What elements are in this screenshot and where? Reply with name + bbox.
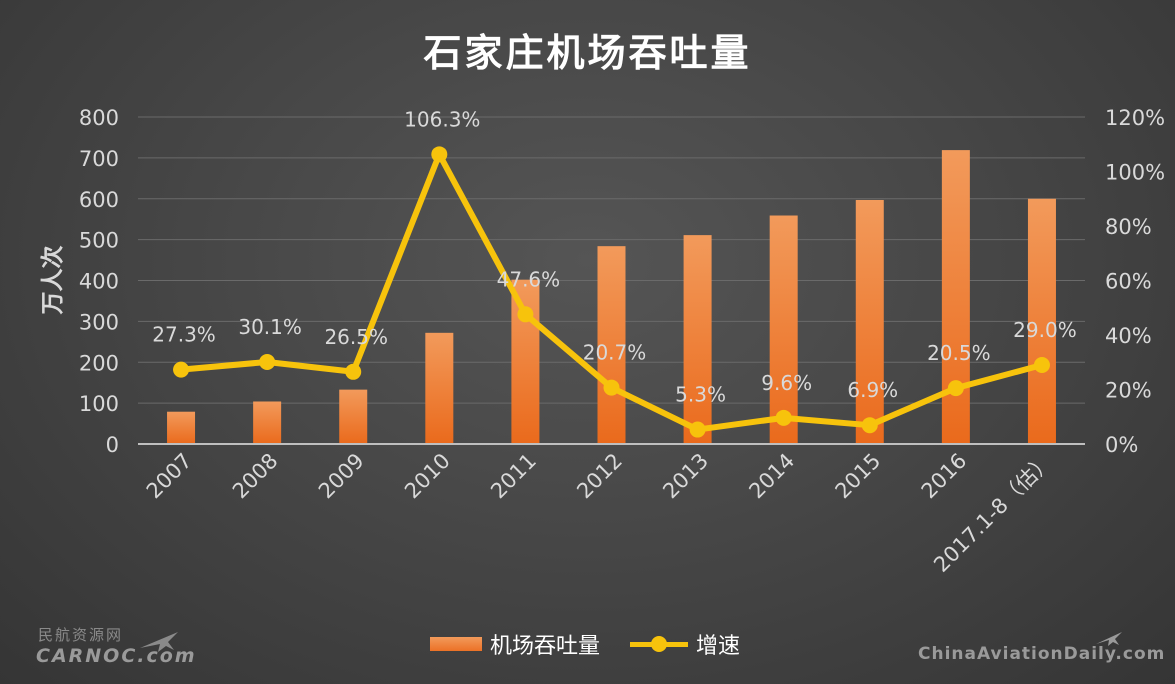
carnoc-watermark-cn: 民航资源网 [38,626,124,644]
legend-line-swatch [630,634,689,654]
line-point [603,379,620,396]
y-right-tick-label: 0% [1105,433,1138,457]
x-axis: 2007 2008 2009 2010 2011 2012 2013 2014 2015 2016… [138,443,1085,577]
plane-logo-icon [140,632,178,652]
carnoc-watermark: 民航资源网 CARNOC.com [36,624,197,667]
legend-bar-label: 机场吞吐量 [490,634,601,659]
legend: 机场吞吐量 增速 [430,628,740,660]
line-point [861,417,878,434]
line-series [173,146,1050,438]
y-axis-left: 0 100 200 300 400 500 600 700 800 [79,106,119,457]
bar [769,215,798,444]
y-left-tick-label: 600 [79,188,119,212]
line-point [775,409,792,426]
y-right-tick-label: 60% [1105,270,1152,294]
line-point [259,353,276,370]
bar [683,235,712,444]
bar [511,279,540,444]
y-right-tick-label: 80% [1105,215,1152,239]
y-axis-right: 0% 20% 40% 60% 80% 100% 120% [1105,106,1165,457]
legend-line-label: 增速 [696,634,741,659]
line-data-label: 9.6% [761,371,812,395]
y-axis-title: 万人次 [39,246,66,315]
bar [339,389,368,444]
line-data-label: 20.5% [927,341,991,365]
y-right-tick-label: 40% [1105,324,1152,348]
data-labels: 27.3% 30.1% 26.5% 106.3% 47.6% 20.7% 5.3% 9.6% 6… [152,107,1076,406]
bar [855,199,884,444]
bar [597,246,626,444]
line-point [345,363,362,380]
line-data-label: 27.3% [152,323,216,347]
line-data-label: 5.3% [675,383,726,407]
y-left-tick-label: 800 [79,106,119,130]
line-data-label: 26.5% [324,325,388,349]
line-point [689,421,706,438]
bar [941,150,970,444]
line-point [947,380,964,397]
line-data-label: 29.0% [1013,318,1077,342]
chart-title: 石家庄机场吞吐量 [423,31,752,75]
line-data-label: 47.6% [497,267,561,291]
x-tick-label: 2008 [228,449,283,504]
y-left-tick-label: 200 [79,351,119,375]
x-tick-label: 2011 [486,449,541,504]
line-point [431,146,448,163]
x-tick-label: 2010 [400,449,455,504]
bar [253,401,282,444]
y-left-tick-label: 300 [79,310,119,334]
x-tick-label: 2012 [572,449,627,504]
x-tick-label: 2015 [831,449,886,504]
legend-bar-swatch [430,637,482,651]
x-tick-label: 2016 [917,449,972,504]
x-tick-label: 2013 [658,449,713,504]
y-left-tick-label: 100 [79,392,119,416]
y-left-tick-label: 500 [79,229,119,253]
line-data-label: 106.3% [404,107,480,131]
line-point [1033,356,1050,373]
y-left-tick-label: 0 [106,433,119,457]
line-data-label: 20.7% [583,341,647,365]
bar [425,332,454,444]
line-data-label: 30.1% [238,315,302,339]
y-right-tick-label: 20% [1105,379,1152,403]
x-tick-label: 2009 [314,449,369,504]
line-data-label: 6.9% [847,378,898,402]
line-point [517,306,534,323]
plane-logo-small-icon [1096,632,1122,646]
y-left-tick-label: 400 [79,270,119,294]
y-right-tick-label: 120% [1105,106,1165,130]
china-aviation-daily-watermark: ChinaAviationDaily.com [918,644,1166,664]
bar [167,411,196,444]
x-tick-label: 2014 [744,449,799,504]
y-left-tick-label: 700 [79,147,119,171]
x-tick-label: 2007 [142,449,197,504]
line-point [173,361,190,378]
y-right-tick-label: 100% [1105,161,1165,185]
carnoc-watermark-en: CARNOC.com [36,645,197,667]
bar [1027,198,1056,444]
